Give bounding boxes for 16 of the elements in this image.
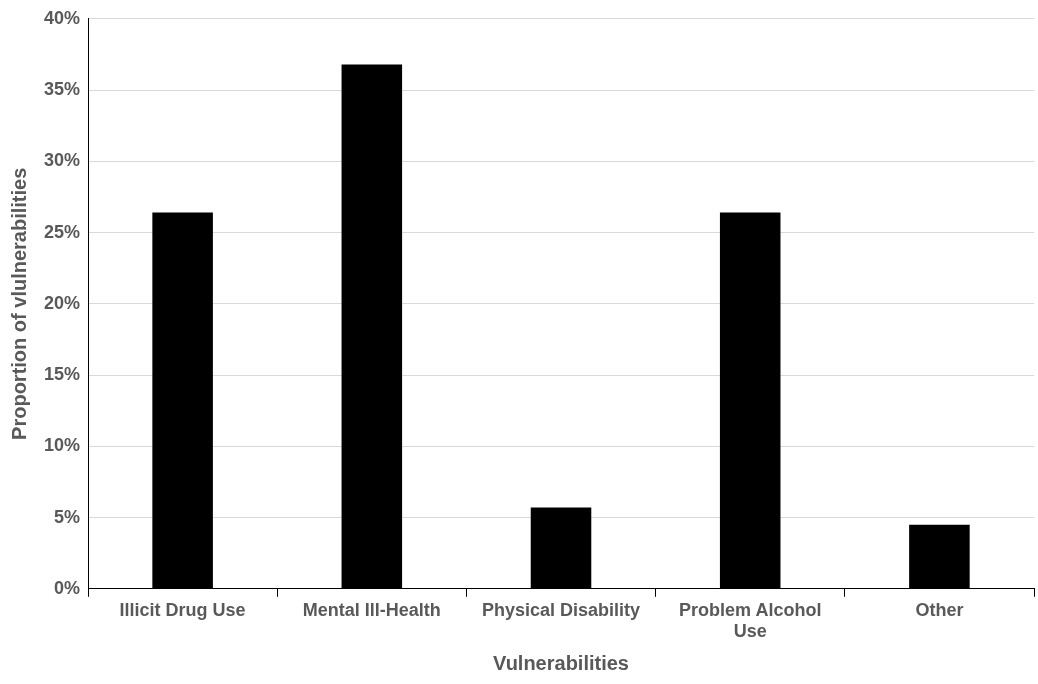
x-tick-label: Other xyxy=(915,599,964,620)
y-tick-label: 10% xyxy=(44,435,81,456)
x-axis-title: Vulnerabilities xyxy=(493,651,629,674)
x-tick-label: Mental Ill-Health xyxy=(302,599,441,620)
y-tick-label: 25% xyxy=(44,221,81,242)
y-tick-label: 40% xyxy=(44,7,81,28)
y-tick-label: 35% xyxy=(44,79,81,100)
y-tick-label: 5% xyxy=(54,506,81,527)
y-tick-label: 20% xyxy=(44,292,81,313)
x-tick-label: Illicit Drug Use xyxy=(119,599,246,620)
y-tick-label: 30% xyxy=(44,150,81,171)
y-axis-title: Proportion of vlulnerabilities xyxy=(7,167,30,440)
x-tick-label: Problem Alcohol Use xyxy=(679,599,822,642)
y-tick-label: 15% xyxy=(44,364,81,385)
x-tick-label: Physical Disability xyxy=(481,599,641,620)
y-tick-label: 0% xyxy=(54,577,81,598)
